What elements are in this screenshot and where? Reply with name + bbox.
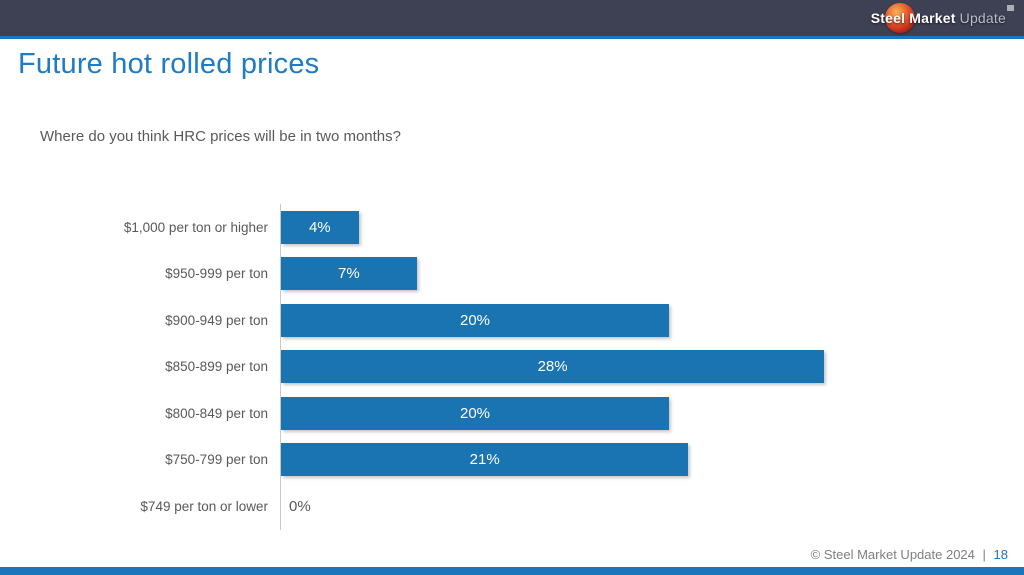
chart-row: $850-899 per ton 28% xyxy=(0,343,1010,390)
footer-separator: | xyxy=(982,547,986,562)
bar: 7% xyxy=(281,257,417,291)
slide-footer: © Steel Market Update 2024 | 18 xyxy=(811,547,1008,562)
bar: 20% xyxy=(281,303,669,337)
header-accent-line xyxy=(0,36,1024,39)
bar-value-label: 7% xyxy=(338,265,360,283)
bar-track: 4% xyxy=(280,204,1010,251)
bar-track: 7% xyxy=(280,250,1010,297)
category-label: $850-899 per ton xyxy=(165,359,268,375)
category-label: $1,000 per ton or higher xyxy=(123,219,268,235)
brand-name-light: Update xyxy=(959,10,1006,26)
trademark-icon xyxy=(1007,5,1014,11)
bar-value-label: 28% xyxy=(537,358,568,376)
bar-track: 20% xyxy=(280,390,1010,437)
category-label: $750-799 per ton xyxy=(165,452,268,468)
brand-name-bold: Steel Market xyxy=(870,10,956,26)
bar-value-label: 20% xyxy=(459,404,491,422)
chart-row: $800-849 per ton 20% xyxy=(0,390,1010,437)
brand-logo: Steel Market Update xyxy=(871,3,1006,33)
slide-title: Future hot rolled prices xyxy=(18,48,320,80)
bar-value-label: 0% xyxy=(289,497,311,515)
globe-icon xyxy=(884,3,915,33)
chart-row: $950-999 per ton 7% xyxy=(0,250,1010,297)
bar-value-label: 21% xyxy=(469,451,500,469)
chart-row: $750-799 per ton 21% xyxy=(0,436,1010,483)
category-label: $800-849 per ton xyxy=(165,405,268,421)
category-label: $749 per ton or lower xyxy=(140,498,268,514)
bar-track: 20% xyxy=(280,297,1010,344)
footer-accent-strip xyxy=(0,567,1024,575)
bar-track: 21% xyxy=(280,436,1010,483)
bar: 28% xyxy=(281,350,825,384)
copyright-text: © Steel Market Update 2024 xyxy=(810,547,975,562)
bar-chart: $1,000 per ton or higher 4% $950-999 per t… xyxy=(0,204,1010,530)
chart-row: $1,000 per ton or higher 4% xyxy=(0,204,1010,251)
page-number: 18 xyxy=(993,547,1008,562)
bar: 20% xyxy=(281,396,669,430)
bar-value-label: 20% xyxy=(459,311,491,329)
chart-row: $749 per ton or lower 0% xyxy=(0,483,1010,530)
bar: 21% xyxy=(281,443,689,477)
bar-track: 28% xyxy=(280,343,1010,390)
bar-track: 0% xyxy=(280,483,1010,530)
category-label: $900-949 per ton xyxy=(165,312,268,328)
category-label: $950-999 per ton xyxy=(165,266,268,282)
header-bar: Steel Market Update xyxy=(0,0,1024,36)
chart-question: Where do you think HRC prices will be in… xyxy=(40,128,401,145)
chart-row: $900-949 per ton 20% xyxy=(0,297,1010,344)
bar: 4% xyxy=(281,210,359,244)
chart-rows: $1,000 per ton or higher 4% $950-999 per t… xyxy=(0,204,1010,530)
bar-value-label: 4% xyxy=(308,218,331,236)
